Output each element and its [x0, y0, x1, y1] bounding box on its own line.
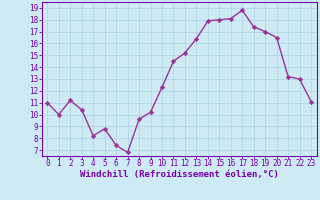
X-axis label: Windchill (Refroidissement éolien,°C): Windchill (Refroidissement éolien,°C)	[80, 170, 279, 179]
